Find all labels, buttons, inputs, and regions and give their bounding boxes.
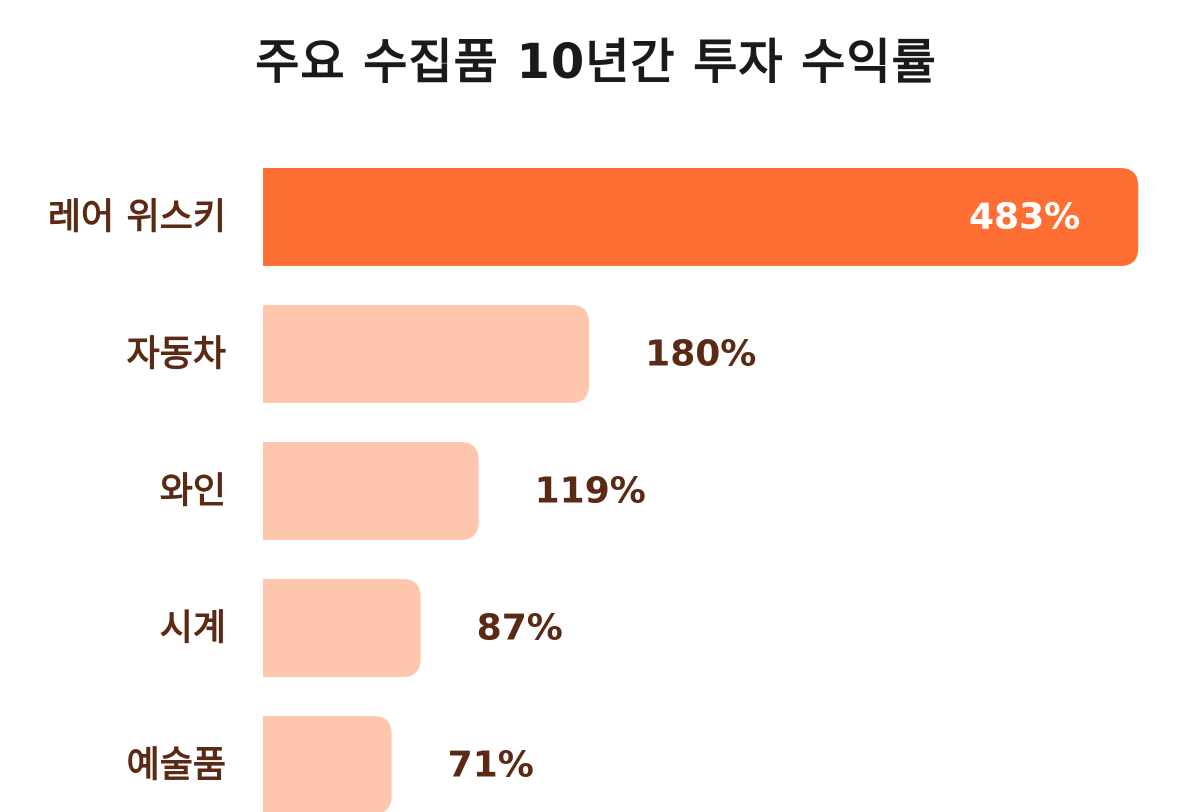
bar-2 [263,442,479,540]
category-label: 시계 [160,608,226,649]
bar-1 [263,305,590,403]
category-label: 레어 위스키 [48,197,226,238]
value-label: 71% [448,745,534,786]
value-label: 119% [535,471,646,512]
value-label: 180% [645,334,756,375]
value-label: 483% [969,197,1080,238]
category-label: 예술품 [127,745,226,786]
bar-3 [263,579,421,677]
category-label: 자동차 [127,334,226,375]
value-label: 87% [477,608,563,649]
chart-title: 주요 수집품 10년간 투자 수익률 [255,34,937,90]
bar-4 [263,716,392,812]
bar-0 [263,168,1139,266]
category-label: 와인 [160,471,226,512]
